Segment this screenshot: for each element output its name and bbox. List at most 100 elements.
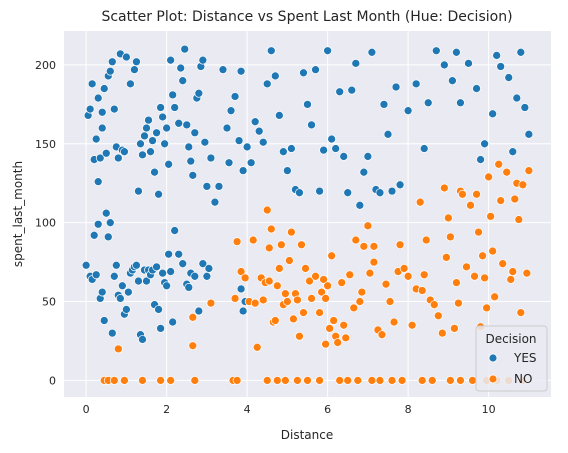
- point-yes: [224, 158, 234, 168]
- point-yes: [142, 123, 151, 133]
- point-no: [264, 276, 274, 286]
- point-yes: [266, 46, 276, 56]
- point-no: [480, 273, 489, 283]
- point-no: [156, 376, 165, 385]
- point-no: [289, 314, 298, 324]
- point-no: [446, 376, 455, 385]
- point-no: [252, 342, 262, 352]
- point-yes: [174, 249, 184, 259]
- point-yes: [299, 68, 308, 78]
- point-yes: [146, 147, 155, 157]
- point-no: [190, 376, 200, 385]
- point-yes: [97, 287, 107, 297]
- point-yes: [206, 153, 216, 163]
- point-no: [437, 328, 447, 338]
- point-yes: [496, 62, 506, 71]
- point-yes: [439, 60, 449, 70]
- point-no: [363, 221, 373, 231]
- point-no: [293, 376, 302, 385]
- point-yes: [154, 189, 163, 199]
- point-yes: [162, 123, 171, 133]
- point-yes: [222, 123, 232, 133]
- point-no: [357, 287, 367, 297]
- point-yes: [311, 65, 320, 75]
- point-yes: [166, 267, 176, 276]
- point-no: [258, 295, 268, 305]
- point-yes: [81, 260, 91, 270]
- point-no: [458, 189, 467, 199]
- point-yes: [279, 147, 288, 157]
- point-yes: [85, 104, 95, 114]
- point-yes: [520, 103, 530, 112]
- point-no: [496, 196, 506, 205]
- point-no: [456, 376, 465, 385]
- point-no: [327, 251, 336, 261]
- point-yes: [152, 262, 161, 272]
- point-no: [276, 240, 286, 250]
- point-yes: [339, 152, 349, 161]
- point-yes: [109, 104, 119, 114]
- point-yes: [194, 306, 204, 316]
- point-yes: [331, 144, 341, 153]
- legend-label-yes: YES: [513, 351, 537, 365]
- point-yes: [160, 139, 169, 149]
- x-tick-label: 0: [83, 403, 90, 416]
- point-no: [307, 294, 316, 303]
- point-yes: [387, 186, 397, 196]
- x-tick-label: 2: [163, 403, 170, 416]
- legend-marker-no: [488, 374, 498, 384]
- point-no: [353, 376, 363, 385]
- point-yes: [148, 136, 157, 145]
- point-no: [270, 316, 280, 325]
- point-yes: [190, 128, 200, 138]
- point-yes: [95, 153, 105, 163]
- point-no: [446, 232, 455, 242]
- point-yes: [383, 129, 393, 139]
- point-no: [113, 344, 123, 354]
- point-no: [502, 167, 512, 177]
- point-yes: [355, 200, 365, 210]
- point-no: [321, 339, 330, 349]
- point-yes: [283, 166, 292, 175]
- point-yes: [101, 148, 111, 158]
- point-no: [397, 376, 407, 385]
- point-yes: [132, 57, 141, 67]
- point-yes: [204, 264, 214, 273]
- point-yes: [170, 103, 180, 112]
- point-no: [490, 292, 499, 302]
- point-yes: [184, 283, 194, 292]
- point-yes: [178, 76, 188, 86]
- point-yes: [124, 287, 133, 297]
- point-no: [262, 205, 272, 215]
- point-yes: [202, 271, 212, 281]
- point-no: [498, 259, 508, 269]
- point-no: [468, 376, 477, 385]
- point-no: [262, 376, 272, 385]
- point-yes: [464, 58, 473, 68]
- point-no: [321, 294, 330, 303]
- point-yes: [287, 144, 296, 153]
- point-yes: [476, 155, 485, 164]
- y-tick-label: 200: [35, 59, 56, 72]
- point-yes: [226, 106, 236, 116]
- point-no: [293, 295, 302, 305]
- point-no: [337, 278, 347, 287]
- point-yes: [367, 47, 377, 57]
- point-yes: [512, 93, 522, 103]
- point-no: [359, 241, 369, 251]
- point-no: [264, 243, 274, 253]
- point-yes: [115, 294, 125, 303]
- point-no: [325, 324, 334, 333]
- point-no: [285, 256, 294, 265]
- point-no: [120, 376, 129, 385]
- point-no: [317, 287, 326, 297]
- point-no: [303, 376, 312, 385]
- point-no: [335, 376, 345, 385]
- y-tick-label: 100: [35, 217, 56, 230]
- point-no: [403, 271, 413, 281]
- point-yes: [178, 259, 188, 269]
- point-no: [349, 303, 359, 313]
- point-yes: [359, 167, 369, 177]
- point-yes: [150, 167, 159, 177]
